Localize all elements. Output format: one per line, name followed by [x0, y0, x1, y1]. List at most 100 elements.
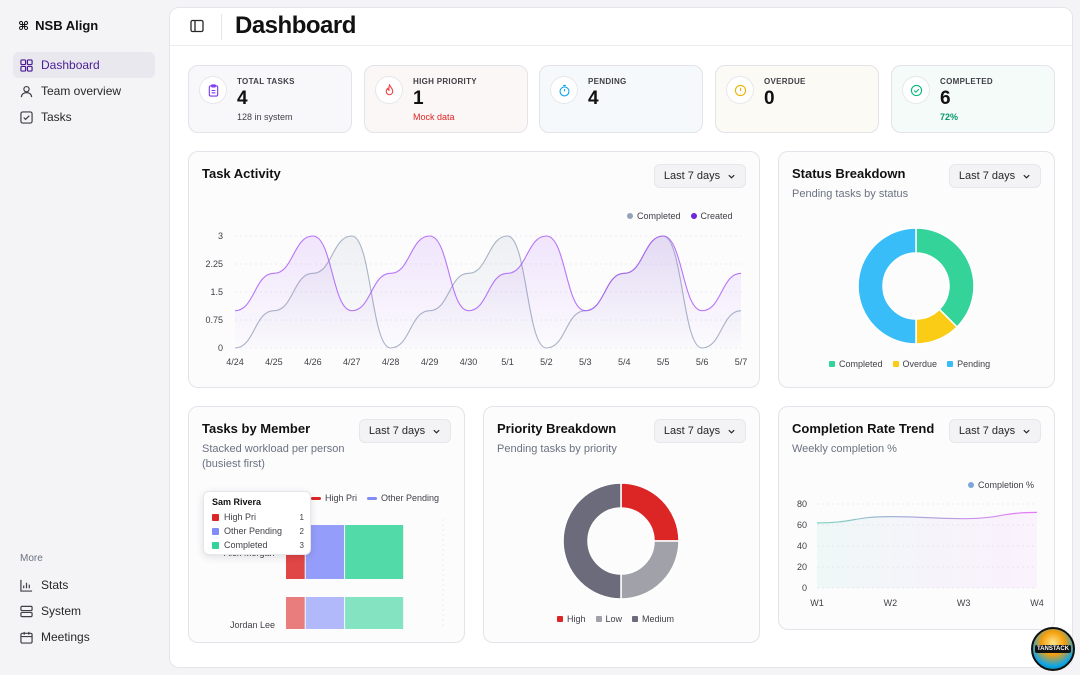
- legend-swatch: [690, 213, 697, 219]
- range-select[interactable]: Last 7 days: [359, 419, 451, 443]
- stat-label: HIGH PRIORITY: [413, 77, 477, 86]
- stat-value: 4: [237, 88, 248, 109]
- stat-card-overdue: OVERDUE 0: [715, 65, 879, 133]
- stat-card-completed: COMPLETED 6 72%: [891, 65, 1055, 133]
- stat-value: 6: [940, 88, 951, 109]
- tooltip-row: High Pri 1: [212, 512, 304, 522]
- sidebar-toggle-button[interactable]: [188, 17, 206, 35]
- chart-legend: Completion %: [968, 480, 1034, 490]
- stat-icon-wrap: [902, 76, 930, 104]
- sidebar-item-label: Dashboard: [41, 58, 100, 72]
- stat-icon-wrap: [550, 76, 578, 104]
- member-name-label: Jordan Lee: [230, 620, 276, 630]
- range-select-label: Last 7 days: [368, 425, 426, 437]
- priority-donut-chart: [562, 482, 680, 600]
- x-tick-label: 5/7: [735, 357, 748, 367]
- check-circle-icon: [910, 84, 922, 96]
- legend-label: Other Pending: [381, 493, 440, 503]
- stat-sub: Mock data: [413, 112, 455, 122]
- x-tick-label: 4/30: [460, 357, 478, 367]
- task-activity-chart: 0 0.75 1.5 2.25 3 4/24 4/25 4/26 4/27 4/28 4/29 4/3…: [205, 231, 748, 367]
- legend-swatch: [829, 361, 835, 367]
- y-tick-label: 40: [797, 541, 807, 551]
- command-icon: ⌘: [18, 18, 30, 33]
- more-section-label: More: [20, 553, 43, 564]
- legend-label: Created: [700, 211, 733, 221]
- range-select[interactable]: Last 7 days: [654, 164, 746, 188]
- stat-sub: 128 in system: [237, 112, 293, 122]
- x-tick-label: 4/25: [265, 357, 283, 367]
- stat-label: PENDING: [588, 77, 627, 86]
- stat-label: OVERDUE: [764, 77, 806, 86]
- legend-item: Low: [595, 614, 622, 624]
- task-activity-card: Task Activity Last 7 days Completed Crea…: [188, 151, 760, 388]
- sidebar-item-stats[interactable]: Stats: [13, 572, 155, 598]
- stat-value: 4: [588, 88, 599, 109]
- legend-item: Pending: [947, 359, 990, 369]
- legend-swatch: [968, 482, 974, 488]
- bar-segment: [345, 525, 404, 579]
- sidebar-item-team-overview[interactable]: Team overview: [13, 78, 155, 104]
- chart-tooltip: Sam Rivera High Pri 1 Other Pending 2 Co…: [203, 491, 311, 555]
- brand[interactable]: ⌘ NSB Align: [18, 18, 98, 33]
- tasks-by-member-card: Tasks by Member Stacked workload per per…: [188, 406, 465, 643]
- y-tick-label: 0.75: [205, 315, 223, 325]
- legend-item: Completion %: [968, 480, 1034, 490]
- bar-segment: [286, 597, 305, 629]
- y-tick-label: 0: [218, 343, 223, 353]
- range-select[interactable]: Last 7 days: [949, 419, 1041, 443]
- legend-item: High: [557, 614, 586, 624]
- card-title: Completion Rate Trend: [792, 421, 935, 436]
- topbar-divider: [221, 14, 222, 40]
- bar-chart-icon: [20, 579, 33, 592]
- legend-swatch: [947, 361, 954, 367]
- x-tick-label: 4/29: [421, 357, 439, 367]
- x-tick-label: W3: [957, 598, 971, 608]
- sidebar-item-tasks[interactable]: Tasks: [13, 104, 155, 130]
- donut-slice: [620, 540, 680, 600]
- series-line: [234, 235, 742, 312]
- range-select[interactable]: Last 7 days: [949, 164, 1041, 188]
- bar-segment: [345, 597, 404, 629]
- card-title: Task Activity: [202, 166, 281, 181]
- tooltip-row-label: High Pri: [224, 512, 257, 522]
- legend-label: Pending: [957, 359, 991, 369]
- tooltip-row-value: 1: [299, 512, 304, 522]
- legend-label: Completed: [637, 211, 681, 221]
- chart-legend: High Low Medium: [557, 614, 674, 624]
- x-tick-label: W2: [884, 598, 898, 608]
- sidebar-item-meetings[interactable]: Meetings: [13, 624, 155, 650]
- x-tick-label: 5/3: [579, 357, 592, 367]
- stat-label: TOTAL TASKS: [237, 77, 295, 86]
- chevron-down-icon: [1023, 174, 1030, 179]
- server-icon: [20, 605, 33, 617]
- flame-icon: [385, 83, 393, 95]
- stat-icon-wrap: [726, 76, 754, 104]
- legend-swatch: [595, 616, 602, 622]
- range-select-label: Last 7 days: [663, 170, 721, 182]
- chart-legend: Completed Overdue Pending: [829, 359, 990, 369]
- tooltip-row-label: Completed: [224, 540, 268, 550]
- card-subtitle-line: Stacked workload per person: [202, 443, 345, 455]
- status-breakdown-card: Status Breakdown Pending tasks by status…: [778, 151, 1055, 388]
- tanstack-logo[interactable]: TANSTACK: [1031, 627, 1075, 671]
- completion-rate-card: Completion Rate Trend Weekly completion …: [778, 406, 1055, 630]
- legend-swatch: [627, 213, 633, 219]
- status-donut-chart: [857, 227, 975, 345]
- tooltip-swatch: [212, 541, 219, 549]
- legend-item: Created: [690, 211, 733, 221]
- stat-card-pending: PENDING 4: [539, 65, 703, 133]
- y-tick-label: 3: [218, 231, 223, 241]
- tooltip-row-label: Other Pending: [224, 526, 283, 536]
- bar-segment: [305, 597, 345, 629]
- sidebar-item-system[interactable]: System: [13, 598, 155, 624]
- donut-slice: [857, 227, 917, 345]
- card-subtitle: Pending tasks by status: [792, 188, 909, 200]
- card-title: Status Breakdown: [792, 166, 906, 181]
- range-select[interactable]: Last 7 days: [654, 419, 746, 443]
- donut-slice: [620, 482, 680, 542]
- sidebar-item-label: Team overview: [41, 84, 122, 98]
- card-subtitle: Stacked workload per person (busiest fir…: [202, 442, 344, 472]
- legend-swatch: [557, 616, 563, 622]
- sidebar-item-dashboard[interactable]: Dashboard: [13, 52, 155, 78]
